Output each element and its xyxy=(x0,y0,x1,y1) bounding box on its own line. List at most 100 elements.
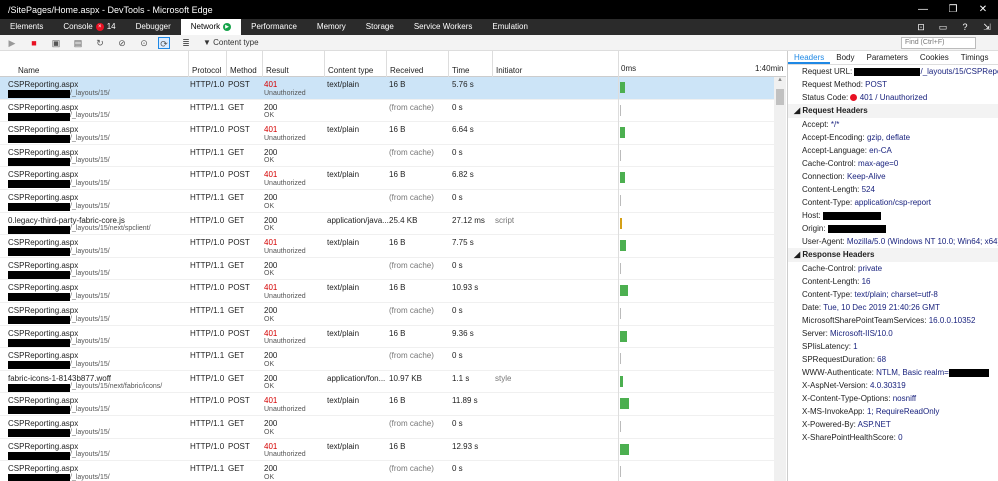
tab-performance[interactable]: Performance xyxy=(251,22,297,31)
table-row[interactable]: CSPReporting.aspx/_layouts/15/HTTP/1.1 GE… xyxy=(0,303,774,326)
table-row[interactable]: CSPReporting.aspx/_layouts/15/HTTP/1.0 PO… xyxy=(0,393,774,416)
column-method[interactable]: Method xyxy=(226,51,262,77)
find-input[interactable]: Find (Ctrl+F) xyxy=(901,37,976,49)
column-protocol[interactable]: Protocol xyxy=(188,51,226,77)
replay-icon[interactable]: ↻ xyxy=(96,38,104,48)
result-status: Unauthorized xyxy=(264,89,306,97)
response-headers-section[interactable]: ◢ Response Headers xyxy=(788,248,998,262)
column-time[interactable]: Time xyxy=(448,51,492,77)
table-row[interactable]: CSPReporting.aspx/_layouts/15/HTTP/1.1 GE… xyxy=(0,258,774,281)
result-status: OK xyxy=(264,383,275,391)
help-icon[interactable]: ? xyxy=(962,22,968,32)
header-key: SPIisLatency: xyxy=(802,342,851,351)
header-value: private xyxy=(858,264,883,273)
table-row[interactable]: fabric-icons-1-8143b877.woff/_layouts/15… xyxy=(0,371,774,394)
header-line: X-MS-InvokeApp: 1; RequireReadOnly xyxy=(788,405,998,418)
tab-parameters[interactable]: Parameters xyxy=(866,53,908,62)
method: POST xyxy=(228,125,250,135)
table-row[interactable]: CSPReporting.aspx/_layouts/15/HTTP/1.1 GE… xyxy=(0,348,774,371)
tab-storage[interactable]: Storage xyxy=(365,22,394,31)
method: GET xyxy=(228,419,245,428)
restore-icon[interactable]: ❐ xyxy=(948,4,958,15)
import-icon[interactable]: ▤ xyxy=(73,38,83,48)
header-value: 4.0.30319 xyxy=(870,381,906,390)
header-line: Accept-Encoding: gzip, deflate xyxy=(788,131,998,144)
scroll-up-icon[interactable]: ▲ xyxy=(777,77,783,83)
table-row[interactable]: CSPReporting.aspx/_layouts/15/HTTP/1.0 PO… xyxy=(0,235,774,258)
filter-list-icon[interactable]: ≣ xyxy=(182,38,190,48)
table-row[interactable]: 0.legacy-third-party-fabric-core.js/_lay… xyxy=(0,213,774,236)
request-headers-section[interactable]: ◢ Request Headers xyxy=(788,104,998,118)
tab-service-workers[interactable]: Service Workers xyxy=(413,22,473,31)
undock-icon[interactable]: ⇲ xyxy=(983,21,991,32)
table-row[interactable]: CSPReporting.aspx/_layouts/15/HTTP/1.1 GE… xyxy=(0,100,774,123)
timeline-bar xyxy=(620,398,629,410)
protocol: HTTP/1.0 xyxy=(190,373,225,383)
header-key: Date: xyxy=(802,303,822,312)
request-name: CSPReporting.aspx xyxy=(8,260,79,270)
column-received[interactable]: Received xyxy=(386,51,448,77)
request-path: /_layouts/15/ xyxy=(70,360,110,368)
tab-headers[interactable]: Headers xyxy=(788,51,831,64)
table-row[interactable]: CSPReporting.aspx/_layouts/15/HTTP/1.0 PO… xyxy=(0,167,774,190)
received: (from cache) xyxy=(389,351,434,361)
console-drawer-icon[interactable]: ⊡ xyxy=(917,21,925,32)
method: GET xyxy=(228,193,245,202)
time: 0 s xyxy=(452,419,463,428)
play-icon[interactable]: ▶ xyxy=(8,38,16,48)
table-row[interactable]: CSPReporting.aspx/_layouts/15/HTTP/1.0 PO… xyxy=(0,280,774,303)
request-name: fabric-icons-1-8143b877.woff xyxy=(8,373,112,383)
clear-entries-icon[interactable]: ⊘ xyxy=(118,38,126,48)
request-name: CSPReporting.aspx xyxy=(8,328,79,338)
tab-cookies[interactable]: Cookies xyxy=(919,53,949,62)
minimize-icon[interactable]: — xyxy=(918,4,928,15)
close-icon[interactable]: ✕ xyxy=(978,4,988,15)
always-refresh-icon[interactable]: ⟳ xyxy=(158,37,170,49)
method: GET xyxy=(228,215,245,225)
dock-icon[interactable]: ▭ xyxy=(938,21,948,32)
tab-body[interactable]: Body xyxy=(836,53,855,62)
table-row[interactable]: CSPReporting.aspx/_layouts/15/HTTP/1.0 PO… xyxy=(0,122,774,145)
method: GET xyxy=(228,260,245,270)
tab-timings[interactable]: Timings xyxy=(960,53,989,62)
clear-cache-icon[interactable]: ⊙ xyxy=(140,38,148,48)
header-value: 0 xyxy=(898,433,903,442)
column-initiator[interactable]: Initiator xyxy=(492,51,618,77)
table-row[interactable]: CSPReporting.aspx/_layouts/15/HTTP/1.0 PO… xyxy=(0,77,774,100)
content-type-filter[interactable]: ▼ Content type xyxy=(203,38,259,47)
tab-elements[interactable]: Elements xyxy=(10,22,44,31)
timeline-bar xyxy=(620,285,629,297)
table-row[interactable]: CSPReporting.aspx/_layouts/15/HTTP/1.1 GE… xyxy=(0,190,774,213)
header-line: SPIisLatency: 1 xyxy=(788,340,998,353)
request-list-scrollbar[interactable]: ▲ xyxy=(774,77,786,481)
result-status: OK xyxy=(264,315,275,323)
result-status: OK xyxy=(264,225,275,233)
column-name[interactable]: Name xyxy=(18,66,40,75)
tab-console[interactable]: Console × 14 xyxy=(53,19,125,35)
header-value: nosniff xyxy=(892,394,917,403)
column-content-type[interactable]: Content type xyxy=(324,51,386,77)
header-value: */* xyxy=(830,120,840,129)
table-row[interactable]: CSPReporting.aspx/_layouts/15/HTTP/1.0 PO… xyxy=(0,439,774,462)
table-row[interactable]: CSPReporting.aspx/_layouts/15/HTTP/1.0 PO… xyxy=(0,326,774,349)
tab-emulation[interactable]: Emulation xyxy=(492,22,528,31)
timeline-start-label: 0ms xyxy=(621,64,637,73)
table-row[interactable]: CSPReporting.aspx/_layouts/15/HTTP/1.1 GE… xyxy=(0,145,774,168)
save-icon[interactable]: ▣ xyxy=(51,38,61,48)
table-row[interactable]: CSPReporting.aspx/_layouts/15/HTTP/1.1 GE… xyxy=(0,461,774,481)
timeline-bar xyxy=(620,104,621,116)
tab-debugger[interactable]: Debugger xyxy=(135,22,171,31)
stop-icon[interactable]: ■ xyxy=(31,38,37,48)
column-result[interactable]: Result xyxy=(262,51,324,77)
table-row[interactable]: CSPReporting.aspx/_layouts/15/HTTP/1.1 GE… xyxy=(0,416,774,439)
tab-memory[interactable]: Memory xyxy=(316,22,346,31)
response-headers-list: Cache-Control: private Content-Length: 16… xyxy=(788,262,998,444)
tab-network[interactable]: Network ▶ xyxy=(180,19,242,35)
header-value: Mozilla/5.0 (Windows NT 10.0; Win64; x64… xyxy=(846,237,998,246)
received: 16 B xyxy=(389,441,406,451)
time: 7.75 s xyxy=(452,238,474,248)
header-value: 16 xyxy=(861,277,871,286)
protocol: HTTP/1.0 xyxy=(190,396,225,406)
protocol: HTTP/1.0 xyxy=(190,125,225,135)
scrollbar-thumb[interactable] xyxy=(776,89,784,105)
